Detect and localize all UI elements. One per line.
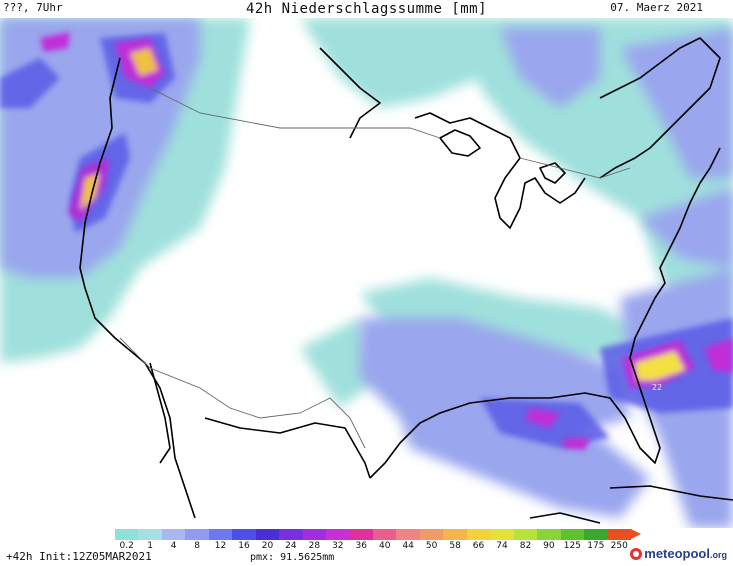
legend-swatch (443, 529, 467, 540)
legend-tick-label: 44 (402, 541, 414, 551)
legend-swatch (185, 529, 209, 540)
legend-swatch (232, 529, 256, 540)
legend-swatch (326, 529, 350, 540)
legend-tick-label: 36 (355, 541, 367, 551)
legend-tick-label: 50 (425, 541, 438, 551)
precipitation-map: 22 (0, 18, 733, 528)
legend-tick-label: 125 (563, 541, 581, 551)
legend-swatch (513, 529, 538, 540)
logo-suffix: .org (710, 550, 727, 560)
legend-tick-label: 82 (519, 541, 532, 551)
legend-tick-label: 66 (472, 541, 485, 551)
borders (119, 87, 631, 449)
legend-ticks: 0.2 1 4 8 12 16 20 24 28 32 36 40 44 50 58 66 74 82 90 125 1… (115, 541, 631, 553)
legend-swatch (302, 529, 327, 540)
legend-tick-label: 16 (238, 541, 250, 551)
legend-swatch (349, 529, 373, 540)
legend-tick-label: 32 (332, 541, 344, 551)
map-title: 42h Niederschlagssumme [mm] (245, 1, 488, 17)
header: ???, 7Uhr 42h Niederschlagssumme [mm] 07… (0, 0, 733, 20)
legend-swatch (161, 529, 186, 540)
logo-icon (630, 547, 643, 560)
legend-tick-label: 12 (214, 541, 227, 551)
legend-tick-label: 0.2 (119, 541, 134, 551)
legend-swatch (419, 529, 444, 540)
legend-swatch (396, 529, 420, 540)
pmax-label: pmx: 91.5625mm (250, 552, 335, 563)
meteopool-logo[interactable]: meteopool.org (630, 546, 727, 561)
legend-tick-label: 250 (610, 541, 628, 551)
init-time-label: +42h Init:12Z05MAR2021 (6, 550, 152, 563)
legend-tick-label: 90 (543, 541, 555, 551)
legend-swatch (115, 529, 139, 540)
legend-tick-label: 24 (285, 541, 297, 551)
legend-swatch (255, 529, 280, 540)
color-legend (115, 529, 631, 540)
pmax-marker-label: 22 (652, 383, 662, 392)
legend-tick-label: 20 (261, 541, 274, 551)
legend-swatch (279, 529, 303, 540)
legend-tick-label: 28 (308, 541, 321, 551)
logo-name: meteopool (644, 546, 710, 561)
legend-tick-label: 58 (449, 541, 461, 551)
date-label: 07. Maerz 2021 (610, 1, 703, 14)
legend-swatch (537, 529, 561, 540)
legend-tick-label: 175 (587, 541, 605, 551)
valid-time-label: ???, 7Uhr (3, 1, 63, 14)
legend-swatch (372, 529, 397, 540)
legend-swatch (208, 529, 233, 540)
legend-swatch (138, 529, 162, 540)
legend-swatch (560, 529, 585, 540)
precip-core (40, 32, 733, 450)
legend-tick-label: 74 (496, 541, 508, 551)
legend-tick-label: 1 (147, 541, 154, 551)
legend-tick-label: 8 (194, 541, 200, 551)
legend-tick-label: 4 (170, 541, 177, 551)
legend-swatch (466, 529, 491, 540)
legend-swatch (584, 529, 608, 540)
legend-swatch (607, 529, 631, 540)
legend-swatch (490, 529, 514, 540)
coastlines (79, 37, 733, 524)
legend-end-arrow (631, 529, 641, 539)
legend-tick-label: 40 (378, 541, 391, 551)
